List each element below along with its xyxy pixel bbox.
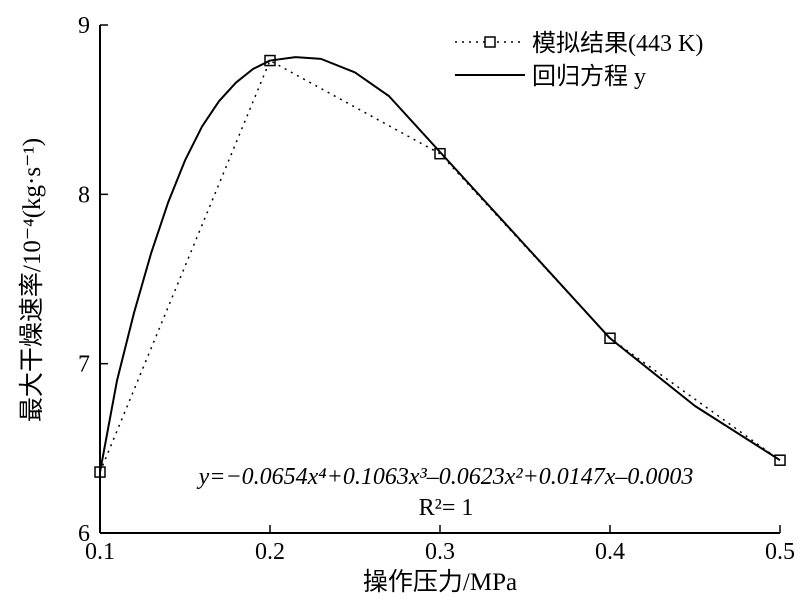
- simulation-point: [774, 454, 786, 466]
- legend-fit-label: 回归方程 y: [532, 63, 646, 90]
- simulation-point: [434, 147, 446, 160]
- x-tick-label: 0.4: [595, 539, 625, 565]
- simulation-line: [99, 59, 781, 473]
- y-tick-label: 7: [78, 352, 90, 378]
- legend-sim-label: 模拟结果(443 K): [532, 30, 703, 57]
- simulation-point: [604, 332, 616, 345]
- x-tick-label: 0.5: [765, 539, 795, 565]
- x-axis-label: 操作压力/MPa: [363, 568, 517, 596]
- axes: 0.1 0.2 0.3 0.4 0.5 6 7 8 9: [78, 13, 795, 565]
- legend-sim-marker: [484, 36, 496, 48]
- y-tick-label: 8: [78, 182, 90, 208]
- equation-label: y=−0.0654x⁴+0.1063x³–0.0623x²+0.0147x–0.…: [197, 464, 694, 490]
- legend: 模拟结果(443 K) 回归方程 y: [455, 30, 703, 90]
- regression-curve: [99, 56, 781, 473]
- x-tick-label: 0.2: [255, 539, 285, 565]
- x-tick-label: 0.3: [425, 539, 455, 565]
- y-tick-label: 6: [78, 521, 90, 547]
- y-tick-label: 9: [78, 13, 90, 39]
- simulation-point: [94, 466, 106, 478]
- plot-area: [94, 54, 786, 478]
- y-axis-label: 最大干燥速率/10⁻⁴(kg·s⁻¹): [18, 138, 46, 422]
- simulation-point: [264, 54, 276, 67]
- x-tick-label: 0.1: [85, 539, 115, 565]
- r2-label: R²= 1: [419, 495, 474, 521]
